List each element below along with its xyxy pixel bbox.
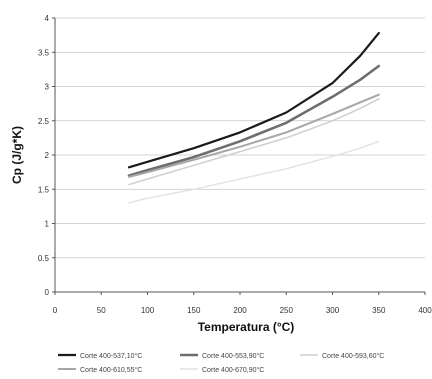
x-tick-label: 150 (187, 306, 201, 315)
grid-layer (55, 17, 425, 259)
y-tick-label: 0 (45, 288, 50, 297)
legend-label-1: Corte 400-537,10°C (80, 352, 142, 360)
y-tick-label: 2 (45, 151, 50, 160)
x-tick-label: 100 (141, 306, 155, 315)
y-axis-title: Cp (J/g*K) (10, 126, 24, 184)
legend-label-3: Corte 400-593,60°C (322, 352, 384, 360)
legend: Corte 400-537,10°C Corte 400-553,90°C Cort… (58, 352, 384, 374)
y-tick-label: 3 (45, 83, 50, 92)
y-tick-label: 0.5 (38, 254, 50, 263)
axes-layer (52, 17, 426, 295)
legend-label-4: Corte 400-610,55°C (80, 366, 142, 374)
series-line-1 (127, 32, 380, 169)
y-tick-label: 1.5 (38, 185, 50, 194)
series-line-3 (128, 98, 380, 186)
legend-label-5: Corte 400-670,90°C (202, 366, 264, 374)
y-tick-label: 4 (45, 14, 50, 23)
x-tick-label: 350 (372, 306, 386, 315)
x-tick-label: 250 (280, 306, 294, 315)
series-line-4 (128, 93, 380, 178)
series-line-5 (128, 140, 380, 204)
tick-label-layer: 0 0.5 1 1.5 2 2.5 3 3.5 4 0 50 100 150 200 250 300 350 40… (38, 14, 432, 315)
x-tick-label: 50 (97, 306, 106, 315)
x-tick-label: 200 (233, 306, 247, 315)
x-axis-title: Temperatura (°C) (198, 320, 295, 334)
x-tick-label: 400 (418, 306, 432, 315)
series-line-2 (127, 64, 381, 177)
x-tick-label: 300 (326, 306, 340, 315)
series-layer (127, 32, 381, 204)
y-tick-label: 1 (45, 220, 50, 229)
legend-label-2: Corte 400-553,90°C (202, 352, 264, 360)
y-tick-label: 3.5 (38, 48, 50, 57)
y-tick-label: 2.5 (38, 117, 50, 126)
x-tick-label: 0 (53, 306, 58, 315)
